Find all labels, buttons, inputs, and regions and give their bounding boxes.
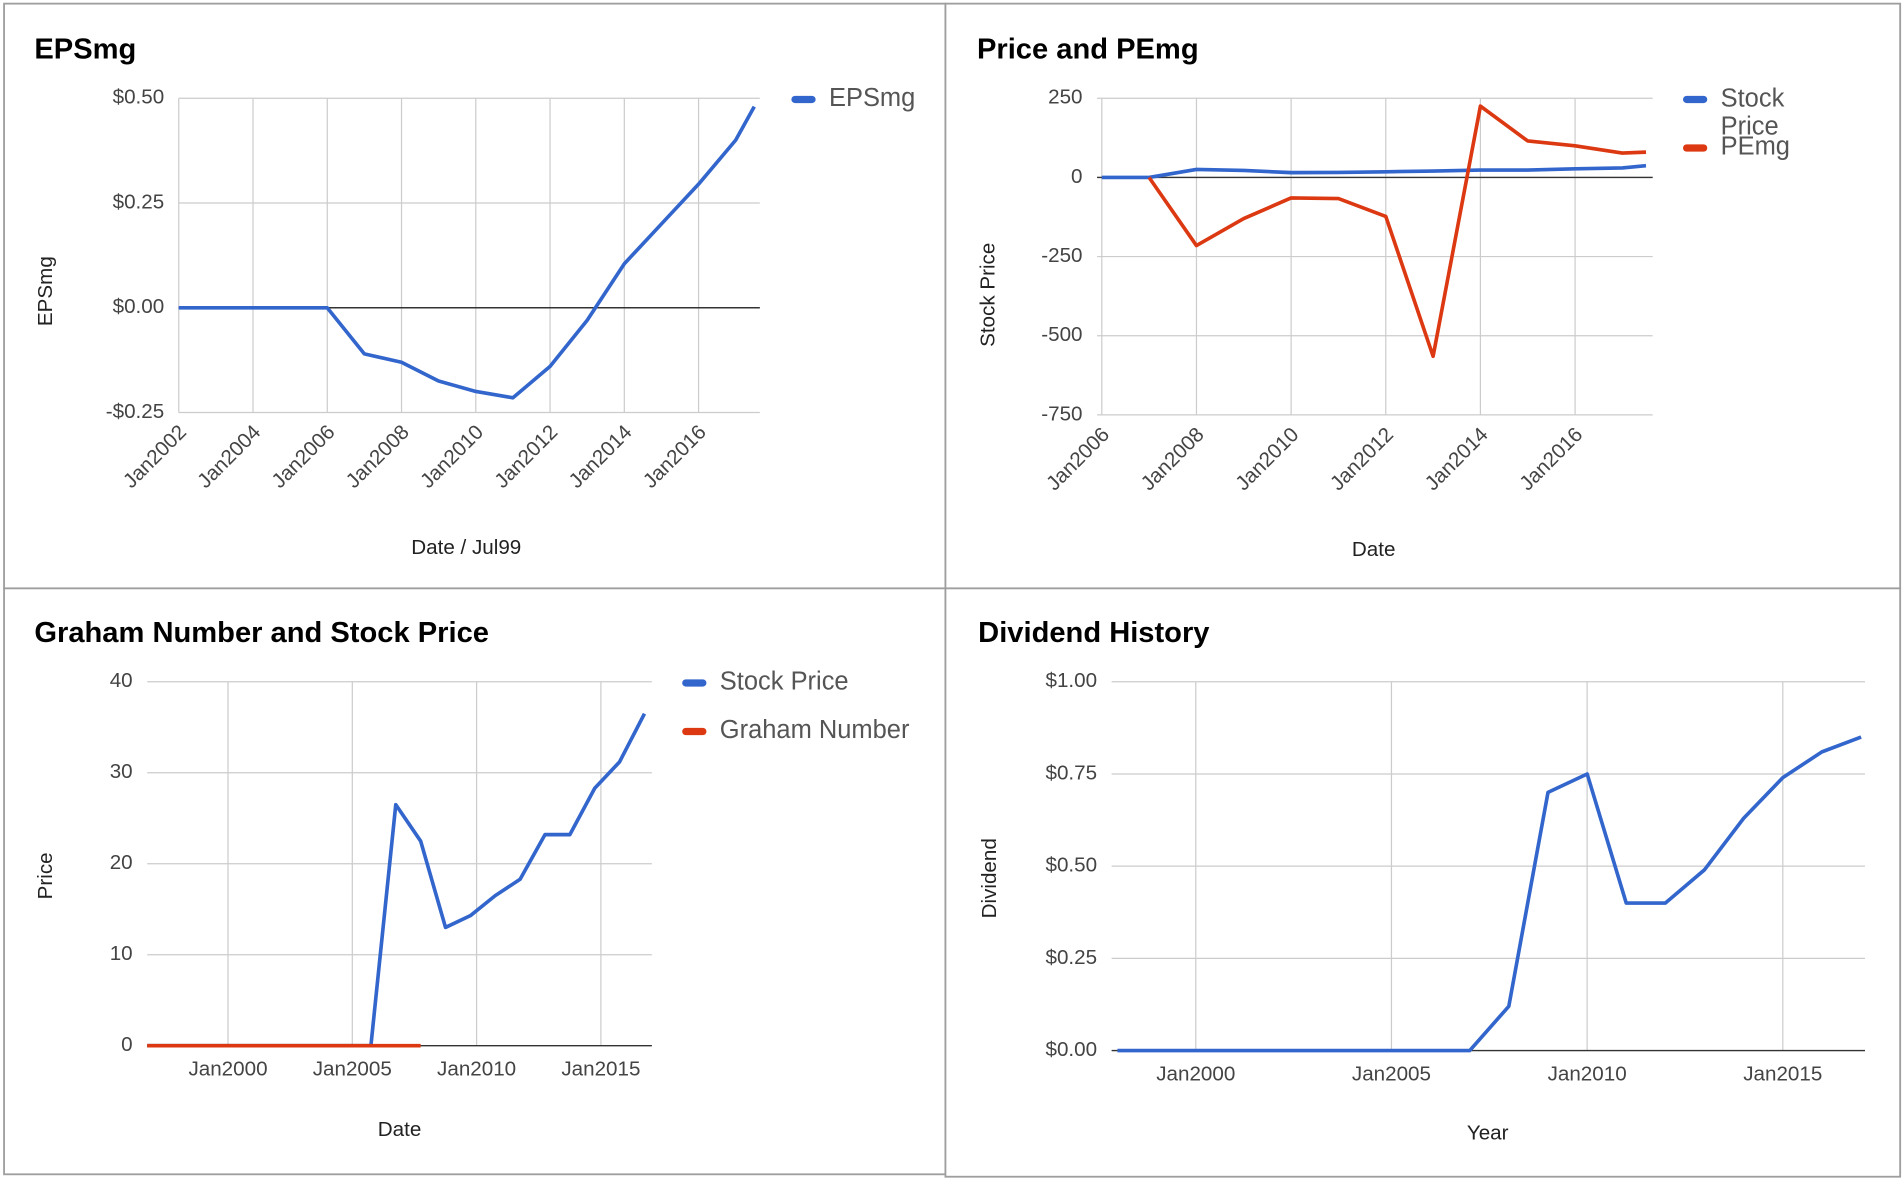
chart-title: EPSmg [34, 34, 136, 66]
y-tick-label: -$0.25 [106, 400, 164, 423]
x-tick-label: Jan2005 [313, 1057, 392, 1080]
series-line [178, 105, 756, 400]
x-tick-label: Jan2010 [1548, 1062, 1627, 1085]
y-axis-title: Dividend [978, 838, 1001, 918]
x-axis-title: Date [1352, 538, 1396, 561]
y-tick-label: $0.25 [1045, 946, 1097, 969]
x-tick-label: Jan2015 [561, 1057, 640, 1080]
series-line [1147, 104, 1647, 359]
panel [944, 2, 1902, 590]
x-tick-label: Jan2010 [437, 1057, 516, 1080]
series-line [1101, 163, 1647, 180]
x-tick-label: Jan2005 [1352, 1062, 1431, 1085]
legend-label: Stock Price [720, 668, 849, 696]
y-tick-label: $0.50 [113, 86, 165, 109]
y-tick-label: -500 [1041, 323, 1082, 346]
panel [944, 587, 1902, 1178]
x-tick-label: Jan2000 [188, 1057, 267, 1080]
y-tick-label: $1.00 [1045, 669, 1097, 692]
legend-label: Stock Price [1721, 84, 1785, 140]
y-tick-label: -250 [1041, 244, 1082, 267]
y-tick-label: $0.25 [113, 190, 165, 213]
y-tick-label: $0.00 [113, 295, 165, 318]
x-tick-label: Jan2000 [1156, 1062, 1235, 1085]
series-line [1117, 735, 1862, 1053]
y-tick-label: 250 [1048, 86, 1082, 109]
panel [3, 2, 947, 590]
y-tick-label: $0.75 [1045, 761, 1097, 784]
y-axis-title: EPSmg [34, 256, 57, 326]
x-axis-title: Date [378, 1118, 422, 1141]
chart-title: Graham Number and Stock Price [34, 617, 489, 649]
y-tick-label: -750 [1041, 402, 1082, 425]
chart-title: Dividend History [978, 617, 1210, 649]
x-axis-title: Date / Jul99 [411, 536, 521, 559]
x-axis-title: Year [1467, 1122, 1509, 1145]
legend-label: Graham Number [720, 716, 910, 744]
y-tick-label: 0 [1071, 165, 1082, 188]
y-tick-label: $0.00 [1045, 1038, 1097, 1061]
legend-label: PEmg [1721, 133, 1790, 161]
y-tick-label: 20 [110, 851, 133, 874]
y-axis-title: Stock Price [977, 243, 1000, 347]
panel [3, 587, 947, 1176]
legend-label: EPSmg [829, 84, 915, 112]
y-tick-label: 10 [110, 942, 133, 965]
y-tick-label: 40 [110, 669, 133, 692]
x-tick-label: Jan2015 [1743, 1062, 1822, 1085]
chart-title: Price and PEmg [977, 34, 1199, 66]
y-tick-label: 0 [121, 1033, 132, 1056]
y-axis-title: Price [34, 852, 57, 899]
y-tick-label: 30 [110, 760, 133, 783]
y-tick-label: $0.50 [1045, 854, 1097, 877]
